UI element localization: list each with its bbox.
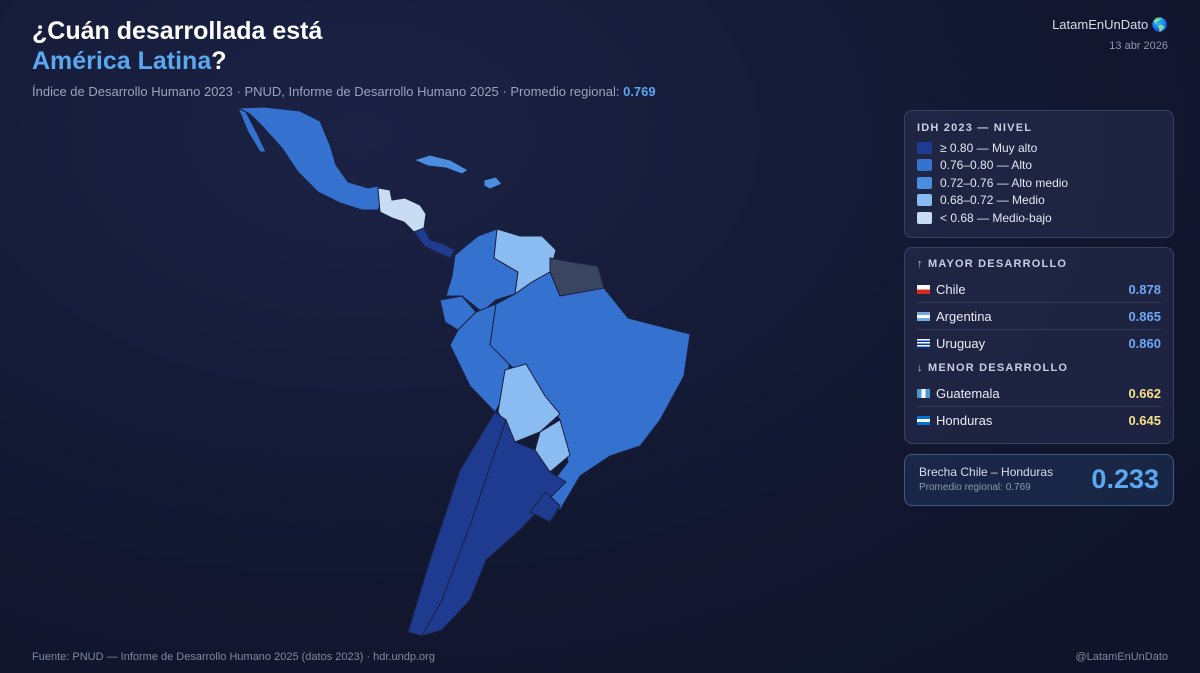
flag [917, 388, 930, 398]
legend-label: 0.68–0.72 — Medio [940, 193, 1045, 208]
country-value: 0.645 [1128, 412, 1161, 428]
title-highlight: América Latina [32, 47, 212, 75]
gap-label: Brecha Chile – Honduras [919, 465, 1054, 479]
ranking-country-cell: Chile [917, 282, 966, 297]
legend-items: ≥ 0.80 — Muy alto 0.76–0.80 — Alto 0.72–0.… [917, 139, 1161, 227]
footer-handle: @LatamEnUnDato [1075, 651, 1169, 663]
country-name: Guatemala [936, 385, 1000, 401]
legend-swatch [917, 211, 932, 224]
ranking-row: Guatemala 0.662 [917, 380, 1161, 407]
ranking-row: Uruguay 0.860 [917, 330, 1161, 356]
ranking: ↑ MAYOR DESARROLLO Chile 0.878 Argentina 0.… [904, 247, 1174, 444]
country-value: 0.878 [1128, 281, 1161, 297]
ranking-top: Chile 0.878 Argentina 0.865 Uruguay 0.860 [917, 276, 1161, 356]
country-name: Chile [936, 281, 966, 297]
flag [917, 338, 930, 348]
legend-item: 0.68–0.72 — Medio [917, 192, 1161, 210]
paraguay [534, 419, 571, 473]
title-end: ? [211, 47, 227, 75]
gap-value: 0.233 [1091, 464, 1159, 494]
legend: IDH 2023 — NIVEL ≥ 0.80 — Muy alto 0.76–0… [904, 110, 1174, 238]
title-line: ¿Cuán desarrollada está [32, 17, 323, 45]
legend-swatch [917, 141, 932, 154]
legend-item: 0.72–0.76 — Alto medio [917, 174, 1161, 192]
cuba [412, 154, 469, 175]
central-america-south [413, 227, 456, 259]
baja-california [237, 106, 267, 153]
footer-source: Fuente: PNUD — Informe de Desarrollo Hum… [32, 651, 435, 663]
country-name: Honduras [936, 412, 993, 428]
ranking-country-cell: Honduras [917, 413, 992, 428]
brand: LatamEnUnDato 🌎 [1052, 17, 1168, 32]
ranking-top-title: ↑ MAYOR DESARROLLO [917, 258, 1068, 270]
subtitle-text: Índice de Desarrollo Humano 2023 · PNUD,… [32, 84, 620, 99]
legend-title: IDH 2023 — NIVEL [917, 122, 1033, 134]
ranking-country-cell: Guatemala [917, 386, 1000, 401]
country-value: 0.662 [1128, 385, 1161, 401]
legend-label: < 0.68 — Medio-bajo [940, 210, 1052, 225]
hispaniola [483, 176, 503, 190]
flag [917, 311, 930, 321]
legend-swatch [917, 176, 932, 189]
legend-item: 0.76–0.80 — Alto [917, 157, 1161, 175]
title-line: América Latina? [32, 46, 322, 76]
legend-swatch [917, 159, 932, 172]
uruguay [529, 491, 561, 523]
gap-note: Promedio regional: 0.769 [919, 482, 1031, 493]
ranking-country-cell: Uruguay [917, 336, 985, 351]
ranking-bottom: Guatemala 0.662 Honduras 0.645 [917, 380, 1161, 433]
mexico [237, 106, 385, 211]
legend-item: ≥ 0.80 — Muy alto [917, 139, 1161, 157]
country-name: Argentina [936, 308, 992, 324]
argentina [420, 418, 567, 637]
flag [917, 415, 930, 425]
flag [917, 284, 930, 294]
ranking-row: Argentina 0.865 [917, 303, 1161, 330]
colombia [445, 228, 519, 313]
central-america-north [377, 187, 427, 233]
ranking-row: Honduras 0.645 [917, 407, 1161, 433]
date: 13 abr 2026 [1109, 40, 1168, 52]
legend-label: 0.76–0.80 — Alto [940, 158, 1033, 173]
ranking-bottom-title: ↓ MENOR DESARROLLO [917, 362, 1069, 374]
legend-item: < 0.68 — Medio-bajo [917, 209, 1161, 227]
gap-card: Brecha Chile – Honduras Promedio regiona… [904, 454, 1174, 506]
country-name: Uruguay [936, 335, 986, 351]
country-value: 0.865 [1128, 308, 1161, 324]
ranking-country-cell: Argentina [917, 309, 992, 324]
legend-label: 0.72–0.76 — Alto medio [940, 175, 1069, 190]
subtitle: Índice de Desarrollo Humano 2023 · PNUD,… [32, 84, 656, 99]
ranking-row: Chile 0.878 [917, 276, 1161, 303]
title: ¿Cuán desarrollada está América Latina? [32, 16, 322, 76]
country-value: 0.860 [1128, 335, 1161, 351]
subtitle-value: 0.769 [623, 84, 656, 99]
legend-swatch [917, 194, 932, 207]
map [237, 106, 691, 637]
legend-label: ≥ 0.80 — Muy alto [940, 140, 1038, 155]
